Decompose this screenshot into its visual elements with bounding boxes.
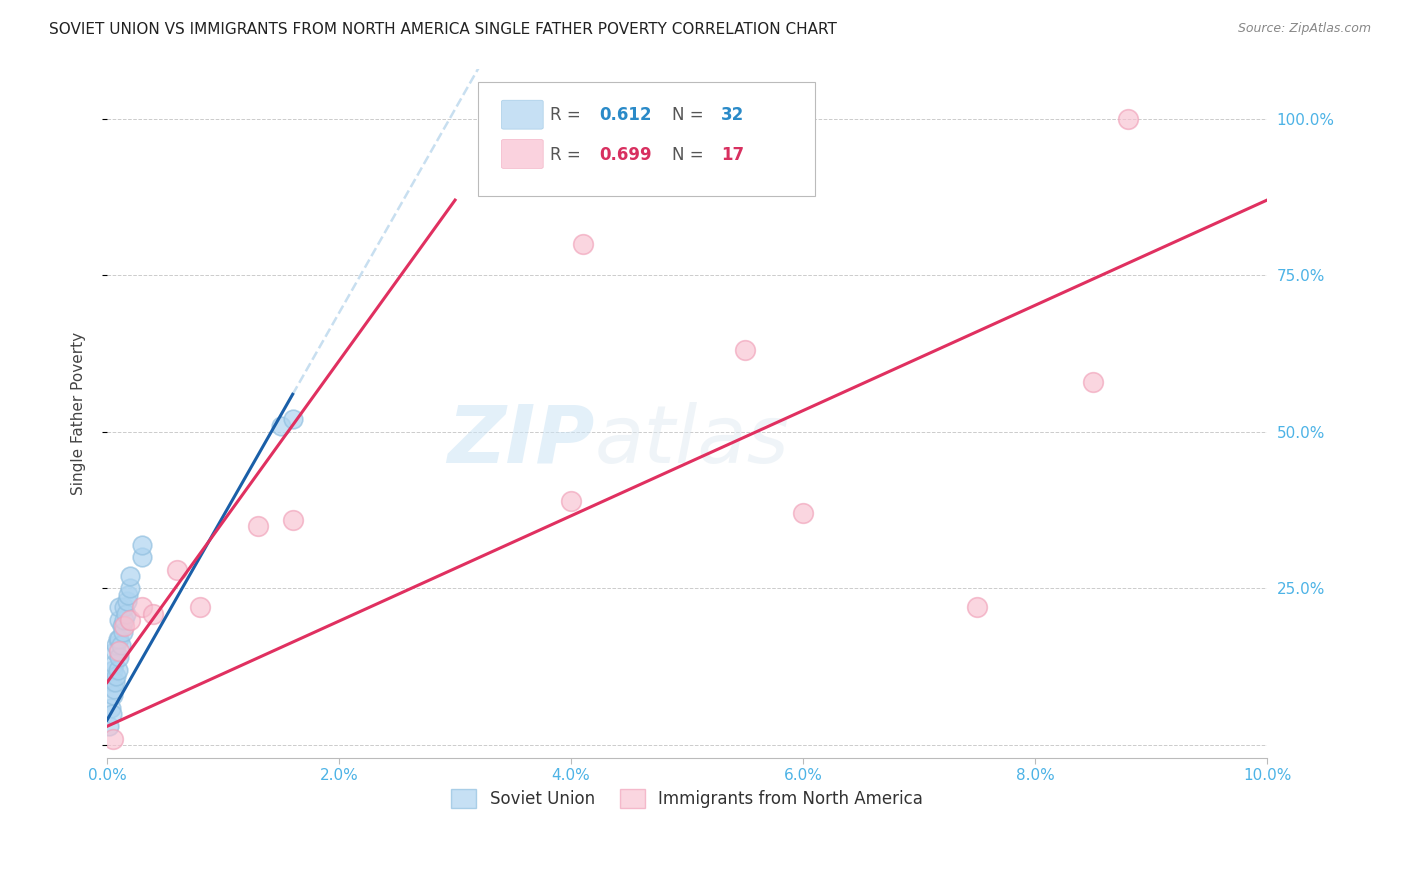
Point xyxy=(115,594,138,608)
Point xyxy=(101,663,124,677)
Text: 0.612: 0.612 xyxy=(599,106,651,124)
Point xyxy=(792,506,814,520)
Point xyxy=(100,706,122,721)
Point xyxy=(98,719,121,733)
Point xyxy=(114,613,136,627)
Point xyxy=(111,619,134,633)
Text: ZIP: ZIP xyxy=(447,401,595,480)
Point xyxy=(101,731,124,746)
Point xyxy=(100,700,122,714)
Point xyxy=(142,607,165,621)
Point xyxy=(246,519,269,533)
Text: N =: N = xyxy=(672,145,709,163)
Point xyxy=(107,613,129,627)
Point xyxy=(270,418,292,433)
Point xyxy=(117,588,139,602)
Text: SOVIET UNION VS IMMIGRANTS FROM NORTH AMERICA SINGLE FATHER POVERTY CORRELATION : SOVIET UNION VS IMMIGRANTS FROM NORTH AM… xyxy=(49,22,837,37)
FancyBboxPatch shape xyxy=(502,139,543,169)
Y-axis label: Single Father Poverty: Single Father Poverty xyxy=(72,332,86,495)
Point xyxy=(120,569,142,583)
Point xyxy=(104,644,127,658)
Point xyxy=(120,582,142,596)
Text: 0.699: 0.699 xyxy=(599,145,651,163)
Point xyxy=(188,600,211,615)
Point xyxy=(114,600,136,615)
Legend: Soviet Union, Immigrants from North America: Soviet Union, Immigrants from North Amer… xyxy=(444,782,929,814)
Text: R =: R = xyxy=(550,106,586,124)
Point xyxy=(100,675,122,690)
Point xyxy=(103,657,125,671)
Text: Source: ZipAtlas.com: Source: ZipAtlas.com xyxy=(1237,22,1371,36)
Point xyxy=(103,681,125,696)
Point xyxy=(107,644,129,658)
Text: 32: 32 xyxy=(721,106,744,124)
Point xyxy=(131,550,153,565)
Point xyxy=(571,236,593,251)
Point xyxy=(107,632,129,646)
Point xyxy=(112,625,135,640)
Point xyxy=(166,563,188,577)
Point xyxy=(1116,112,1139,126)
Point xyxy=(560,493,582,508)
FancyBboxPatch shape xyxy=(478,82,814,196)
Point xyxy=(107,650,129,665)
Point xyxy=(107,600,129,615)
Point xyxy=(105,638,128,652)
Point xyxy=(114,619,136,633)
Point xyxy=(114,607,136,621)
Point xyxy=(131,600,153,615)
Point xyxy=(107,663,129,677)
Point xyxy=(281,412,304,426)
Point xyxy=(281,512,304,526)
Point xyxy=(734,343,756,358)
FancyBboxPatch shape xyxy=(502,100,543,129)
Point xyxy=(131,538,153,552)
Text: N =: N = xyxy=(672,106,709,124)
Point xyxy=(966,600,988,615)
Point xyxy=(120,613,142,627)
Point xyxy=(1081,375,1104,389)
Text: R =: R = xyxy=(550,145,586,163)
Text: 17: 17 xyxy=(721,145,744,163)
Point xyxy=(107,632,129,646)
Point xyxy=(105,669,128,683)
Point xyxy=(104,675,127,690)
Point xyxy=(110,638,132,652)
Text: atlas: atlas xyxy=(595,401,789,480)
Point xyxy=(101,688,124,702)
